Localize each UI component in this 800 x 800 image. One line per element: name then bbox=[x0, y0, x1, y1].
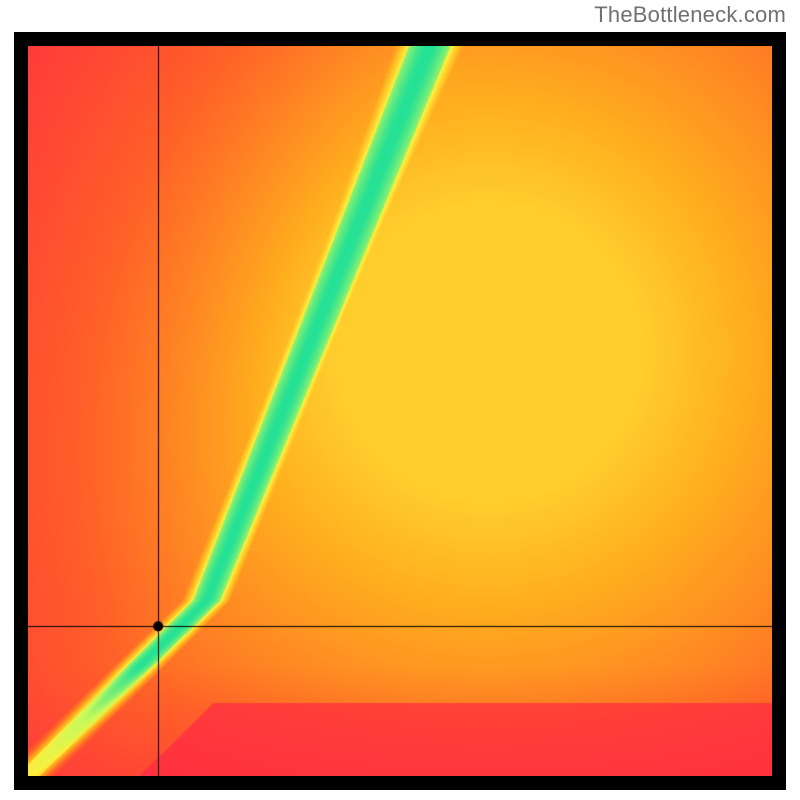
figure-container: TheBottleneck.com bbox=[0, 0, 800, 800]
attribution-text: TheBottleneck.com bbox=[594, 2, 786, 28]
heatmap-canvas bbox=[28, 46, 772, 776]
plot-black-frame bbox=[14, 32, 786, 790]
